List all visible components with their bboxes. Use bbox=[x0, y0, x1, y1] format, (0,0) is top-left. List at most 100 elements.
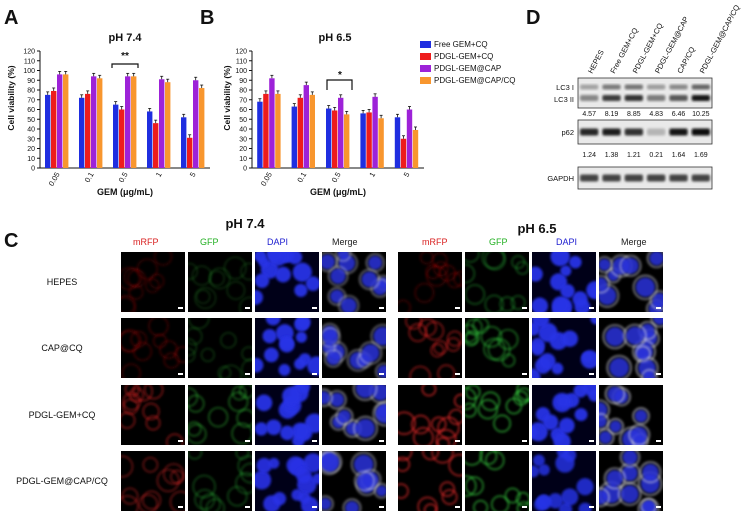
bar-b-2-1 bbox=[332, 110, 338, 168]
nucleus-dapi bbox=[298, 491, 311, 504]
p62-blot-box bbox=[577, 119, 713, 145]
nucleus-dapi bbox=[538, 322, 558, 343]
bar-a-4-1 bbox=[187, 137, 193, 168]
lane-label: CAP/CQ bbox=[675, 45, 697, 75]
micrograph-tile bbox=[398, 318, 462, 378]
cell-gfp bbox=[188, 423, 207, 445]
merge-cell-outline bbox=[370, 324, 386, 349]
merge-cell-outline bbox=[322, 451, 341, 475]
cell-gfp bbox=[205, 498, 226, 511]
nucleus-dapi bbox=[255, 289, 263, 305]
bar-b-3-0 bbox=[360, 113, 366, 168]
gapdh-band bbox=[624, 174, 643, 182]
merge-cell-outline bbox=[599, 275, 610, 294]
merge-nucleus bbox=[599, 415, 607, 428]
merge-cell-outline bbox=[635, 345, 651, 362]
y-tick-label: 90 bbox=[27, 78, 35, 85]
nucleus-dapi bbox=[255, 252, 267, 263]
tile-background bbox=[121, 252, 185, 312]
scale-bar bbox=[522, 440, 527, 442]
significance-bracket-a: ** bbox=[111, 51, 139, 68]
micrograph-tile bbox=[121, 318, 185, 378]
y-tick-label: 20 bbox=[27, 146, 35, 153]
chart-legend: Free GEM+CQ PDGL-GEM+CQ PDGL-GEM@CAP PDGL-G… bbox=[420, 40, 515, 85]
y-tick-label: 50 bbox=[239, 117, 247, 124]
nucleus-dapi bbox=[255, 394, 273, 412]
bar-b-2-0 bbox=[326, 108, 332, 168]
cell-mrfp bbox=[422, 451, 440, 461]
lc3-ratio-value: 10.25 bbox=[692, 111, 710, 118]
merge-cell-outline bbox=[322, 327, 341, 348]
gapdh-band bbox=[669, 174, 688, 182]
channel-header-mrfp: mRFP bbox=[422, 237, 448, 247]
merge-cell-outline bbox=[619, 255, 642, 277]
merge-nucleus bbox=[607, 386, 623, 402]
cell-gfp bbox=[192, 474, 216, 499]
merge-cell-outline bbox=[604, 467, 626, 490]
merge-nucleus bbox=[337, 252, 349, 260]
nucleus-dapi bbox=[569, 255, 582, 269]
bar-a-0-3 bbox=[63, 74, 69, 168]
nucleus-dapi bbox=[303, 453, 319, 473]
lc3-i-band bbox=[602, 84, 621, 90]
legend-label: PDGL-GEM@CAP bbox=[434, 64, 501, 73]
merge-cell-outline bbox=[353, 416, 378, 441]
micrograph-tile bbox=[322, 252, 386, 312]
cell-mrfp bbox=[141, 490, 162, 510]
scale-bar bbox=[455, 440, 460, 442]
bar-a-3-1 bbox=[153, 123, 159, 168]
nucleus-dapi bbox=[572, 291, 588, 307]
merge-nucleus bbox=[652, 292, 663, 308]
cell-gfp bbox=[238, 296, 252, 312]
cell-gfp bbox=[465, 475, 477, 497]
scale-bar bbox=[379, 440, 384, 442]
merge-nucleus bbox=[355, 418, 376, 438]
merge-nucleus bbox=[322, 254, 336, 270]
scale-bar bbox=[379, 373, 384, 375]
row-label: PDGL-GEM+CQ bbox=[29, 410, 96, 420]
cell-mrfp bbox=[132, 385, 153, 402]
merge-nucleus bbox=[356, 473, 373, 489]
scale-bar bbox=[312, 307, 317, 309]
lc3-i-band bbox=[691, 84, 710, 90]
cell-mrfp bbox=[398, 451, 413, 461]
bar-b-3-2 bbox=[372, 96, 378, 168]
bar-a-2-0 bbox=[113, 104, 119, 168]
merge-cell-outline bbox=[641, 369, 658, 378]
cell-mrfp bbox=[165, 433, 184, 445]
cell-mrfp bbox=[121, 487, 139, 505]
merge-nucleus bbox=[322, 452, 340, 471]
merge-nucleus bbox=[642, 463, 659, 481]
y-tick-label: 80 bbox=[239, 88, 247, 95]
cell-mrfp bbox=[435, 428, 457, 445]
significance-stars-b: * bbox=[338, 70, 342, 81]
chart-a-xlabel: GEM (μg/mL) bbox=[97, 187, 153, 197]
merge-nucleus bbox=[609, 420, 622, 433]
cell-gfp bbox=[236, 408, 252, 428]
lc3-i-band bbox=[624, 84, 643, 90]
bar-a-1-0 bbox=[79, 97, 85, 168]
x-tick-label: 0.5 bbox=[330, 171, 343, 185]
y-tick-label: 40 bbox=[27, 127, 35, 134]
cell-mrfp bbox=[398, 483, 409, 499]
merge-nucleus bbox=[637, 348, 649, 360]
cell-gfp bbox=[188, 338, 198, 357]
merge-nucleus bbox=[621, 465, 638, 482]
nucleus-dapi bbox=[561, 488, 579, 506]
cell-mrfp bbox=[152, 333, 168, 349]
cell-mrfp bbox=[441, 489, 458, 506]
bar-b-1-2 bbox=[303, 85, 309, 168]
cell-gfp bbox=[499, 296, 516, 312]
merge-cell-outline bbox=[605, 385, 625, 404]
y-tick-label: 100 bbox=[235, 68, 247, 75]
x-tick-label: 0.05 bbox=[47, 171, 62, 188]
bar-b-3-3 bbox=[378, 118, 384, 168]
channel-header-gfp: GFP bbox=[200, 237, 219, 247]
scale-bar bbox=[312, 373, 317, 375]
scale-bar bbox=[656, 506, 661, 508]
cell-mrfp bbox=[437, 364, 456, 378]
chart-b-ylabel: Cell viability (%) bbox=[222, 65, 232, 130]
cell-mrfp bbox=[439, 481, 456, 497]
lc3-ratio-value: 4.57 bbox=[582, 111, 596, 118]
p62-band bbox=[624, 128, 643, 136]
